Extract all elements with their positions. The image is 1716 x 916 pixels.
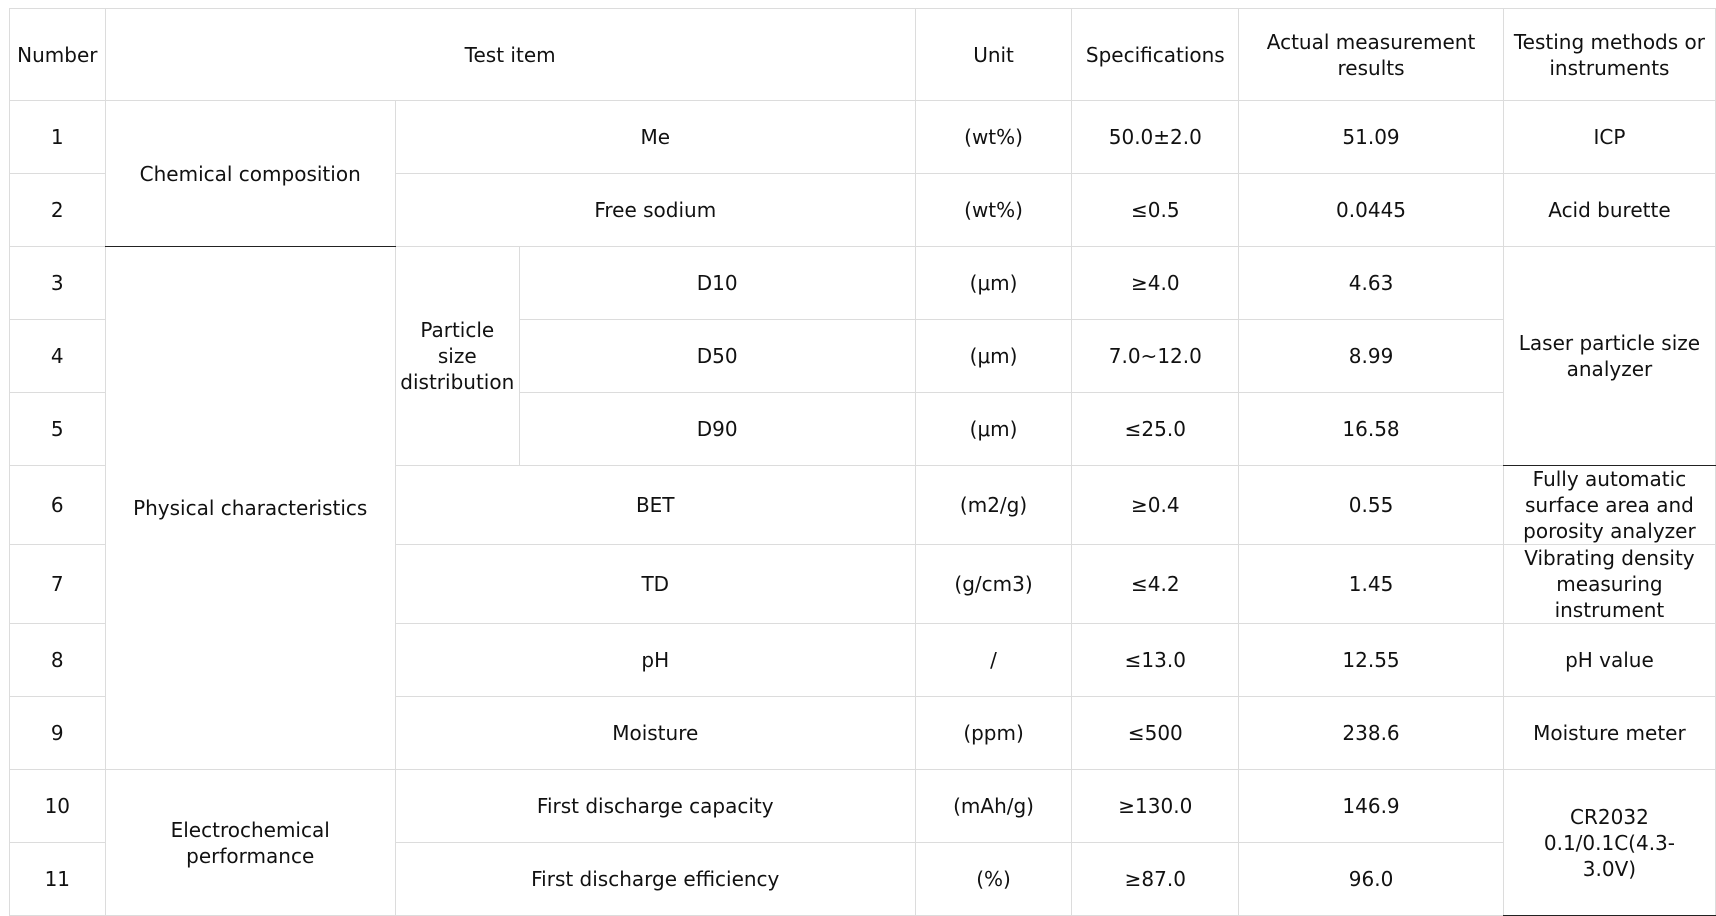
- spec-cell: 50.0±2.0: [1071, 100, 1240, 174]
- header-testing-method: Testing methods or instruments: [1502, 8, 1716, 101]
- spec-cell: 7.0~12.0: [1071, 319, 1240, 393]
- unit-cell: (mAh/g): [914, 769, 1073, 843]
- result-cell: 146.9: [1238, 769, 1504, 843]
- header-number: Number: [9, 8, 106, 101]
- method-cell: pH value: [1502, 623, 1716, 697]
- result-cell: 0.55: [1238, 465, 1504, 545]
- table-row: 6 BET (m2/g) ≥0.4 0.55 Fully automatic s…: [9, 465, 1716, 545]
- table-row: 9 Moisture (ppm) ≤500 238.6 Moisture met…: [9, 696, 1716, 770]
- test-item: D50: [518, 319, 916, 393]
- header-test-item: Test item: [104, 8, 916, 101]
- test-item: Moisture: [394, 696, 916, 770]
- test-item: Free sodium: [394, 173, 916, 247]
- row-number: 11: [9, 842, 106, 916]
- method-cell: Laser particle size analyzer: [1502, 246, 1716, 466]
- spec-cell: ≥87.0: [1071, 842, 1240, 916]
- spec-cell: ≤0.5: [1071, 173, 1240, 247]
- unit-cell: (μm): [914, 246, 1073, 320]
- unit-cell: (ppm): [914, 696, 1073, 770]
- group-electrochemical-performance: Electrochemical performance: [104, 769, 396, 916]
- row-number: 4: [9, 319, 106, 393]
- table-row: 3 Physical characteristics Particle size…: [9, 246, 1716, 770]
- row-number: 5: [9, 392, 106, 466]
- method-cell: Acid burette: [1502, 173, 1716, 247]
- group-physical-characteristics: Physical characteristics: [104, 246, 396, 770]
- result-cell: 96.0: [1238, 842, 1504, 916]
- test-item: First discharge capacity: [394, 769, 916, 843]
- spec-cell: ≤25.0: [1071, 392, 1240, 466]
- method-cell: Fully automatic surface area and porosit…: [1502, 465, 1716, 545]
- header-unit: Unit: [914, 8, 1073, 101]
- unit-cell: (μm): [914, 392, 1073, 466]
- result-cell: 238.6: [1238, 696, 1504, 770]
- row-number: 3: [9, 246, 106, 320]
- test-item: Me: [394, 100, 916, 174]
- unit-cell: (wt%): [914, 100, 1073, 174]
- spec-table: Number Test item Unit Specifications Act…: [9, 8, 1716, 916]
- unit-cell: (g/cm3): [914, 544, 1073, 624]
- result-cell: 4.63: [1238, 246, 1504, 320]
- table-row: 5 D90 (μm) ≤25.0 16.58: [9, 392, 1716, 466]
- test-item: TD: [394, 544, 916, 624]
- test-item: BET: [394, 465, 916, 545]
- method-cell: ICP: [1502, 100, 1716, 174]
- result-cell: 16.58: [1238, 392, 1504, 466]
- result-cell: 8.99: [1238, 319, 1504, 393]
- table-row: 10 Electrochemical performance First dis…: [9, 769, 1716, 916]
- result-cell: 1.45: [1238, 544, 1504, 624]
- result-cell: 0.0445: [1238, 173, 1504, 247]
- unit-cell: /: [914, 623, 1073, 697]
- method-cell: CR2032 0.1/0.1C(4.3-3.0V): [1502, 769, 1716, 916]
- header-actual-results: Actual measurement results: [1238, 8, 1504, 101]
- unit-cell: (wt%): [914, 173, 1073, 247]
- unit-cell: (μm): [914, 319, 1073, 393]
- spec-cell: ≤4.2: [1071, 544, 1240, 624]
- row-number: 2: [9, 173, 106, 247]
- row-number: 7: [9, 544, 106, 624]
- group-particle-size-distribution: Particle size distribution: [394, 246, 520, 466]
- test-item: pH: [394, 623, 916, 697]
- row-number: 10: [9, 769, 106, 843]
- header-specifications: Specifications: [1071, 8, 1240, 101]
- unit-cell: (m2/g): [914, 465, 1073, 545]
- result-cell: 12.55: [1238, 623, 1504, 697]
- test-item: First discharge efficiency: [394, 842, 916, 916]
- row-number: 8: [9, 623, 106, 697]
- spec-cell: ≤13.0: [1071, 623, 1240, 697]
- spec-table-container: Number Test item Unit Specifications Act…: [9, 8, 1716, 916]
- spec-cell: ≤500: [1071, 696, 1240, 770]
- spec-cell: ≥4.0: [1071, 246, 1240, 320]
- header-row: Number Test item Unit Specifications Act…: [9, 8, 1716, 101]
- table-row: 4 D50 (μm) 7.0~12.0 8.99: [9, 319, 1716, 393]
- row-number: 6: [9, 465, 106, 545]
- result-cell: 51.09: [1238, 100, 1504, 174]
- spec-cell: ≥0.4: [1071, 465, 1240, 545]
- table-row: 1 Chemical composition Me (wt%) 50.0±2.0…: [9, 100, 1716, 247]
- method-cell: Moisture meter: [1502, 696, 1716, 770]
- test-item: D10: [518, 246, 916, 320]
- table-row: 7 TD (g/cm3) ≤4.2 1.45 Vibrating density…: [9, 544, 1716, 624]
- table-row: 8 pH / ≤13.0 12.55 pH value: [9, 623, 1716, 697]
- row-number: 1: [9, 100, 106, 174]
- unit-cell: (%): [914, 842, 1073, 916]
- method-cell: Vibrating density measuring instrument: [1502, 544, 1716, 624]
- test-item: D90: [518, 392, 916, 466]
- group-chemical-composition: Chemical composition: [104, 100, 396, 247]
- spec-cell: ≥130.0: [1071, 769, 1240, 843]
- table-row: 2 Free sodium (wt%) ≤0.5 0.0445 Acid bur…: [9, 173, 1716, 247]
- row-number: 9: [9, 696, 106, 770]
